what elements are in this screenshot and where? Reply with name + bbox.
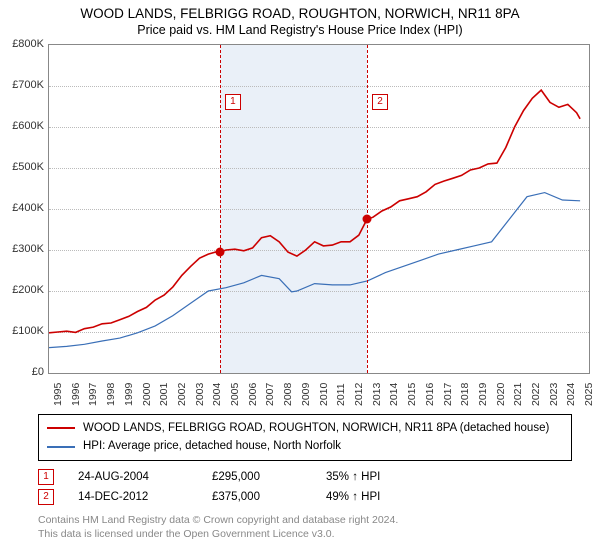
transaction-row: 1 24-AUG-2004 £295,000 35% ↑ HPI [38,469,572,485]
x-tick-label: 2000 [141,383,153,406]
transaction-price: £375,000 [212,491,302,503]
transaction-date: 14-DEC-2012 [78,491,188,503]
x-tick-label: 2010 [318,383,330,406]
x-tick-label: 2019 [477,383,489,406]
x-tick-label: 1997 [87,383,99,406]
y-tick-label: £0 [0,366,44,378]
x-tick-label: 2011 [335,383,347,406]
plot-area: 12 [48,44,590,374]
x-tick-label: 2017 [442,383,454,406]
series-line [49,193,580,348]
x-tick-label: 2012 [353,383,365,406]
legend-and-footer: WOOD LANDS, FELBRIGG ROAD, ROUGHTON, NOR… [38,414,572,541]
legend-swatch [47,427,75,429]
title-line-2: Price paid vs. HM Land Registry's House … [0,23,600,37]
line-series-svg [49,45,589,373]
legend-swatch [47,446,75,448]
x-tick-label: 2013 [371,383,383,406]
footer-line-2: This data is licensed under the Open Gov… [38,527,572,541]
legend-row: HPI: Average price, detached house, Nort… [47,437,563,455]
y-tick-label: £700K [0,79,44,91]
transaction-diff: 49% ↑ HPI [326,491,380,503]
footer-line-1: Contains HM Land Registry data © Crown c… [38,513,572,527]
marker-dot [362,215,371,224]
x-tick-label: 2005 [229,383,241,406]
x-tick-label: 2002 [176,383,188,406]
legend-label: HPI: Average price, detached house, Nort… [83,437,341,455]
marker-dot [215,248,224,257]
y-tick-label: £200K [0,284,44,296]
x-tick-label: 2018 [459,383,471,406]
y-tick-label: £500K [0,161,44,173]
marker-vline [220,45,221,373]
transaction-row: 2 14-DEC-2012 £375,000 49% ↑ HPI [38,489,572,505]
title-line-1: WOOD LANDS, FELBRIGG ROAD, ROUGHTON, NOR… [0,6,600,21]
y-tick-label: £100K [0,325,44,337]
chart-area: £0 £100K £200K £300K £400K £500K £600K £700K £80… [0,40,600,410]
transaction-badge: 2 [38,489,54,505]
transaction-date: 24-AUG-2004 [78,471,188,483]
x-tick-label: 2020 [495,383,507,406]
transaction-badge: 1 [38,469,54,485]
x-tick-label: 2001 [158,383,170,406]
x-tick-label: 2004 [211,383,223,406]
x-tick-label: 2025 [583,383,595,406]
x-tick-label: 2014 [388,383,400,406]
y-tick-label: £800K [0,38,44,50]
x-tick-label: 2008 [282,383,294,406]
marker-vline [367,45,368,373]
x-tick-label: 1998 [105,383,117,406]
y-tick-label: £400K [0,202,44,214]
y-tick-label: £300K [0,243,44,255]
y-tick-label: £600K [0,120,44,132]
x-tick-label: 2022 [530,383,542,406]
x-tick-label: 2015 [406,383,418,406]
transaction-diff: 35% ↑ HPI [326,471,380,483]
x-tick-label: 2009 [300,383,312,406]
legend-row: WOOD LANDS, FELBRIGG ROAD, ROUGHTON, NOR… [47,419,563,437]
marker-badge: 2 [372,94,388,110]
legend-box: WOOD LANDS, FELBRIGG ROAD, ROUGHTON, NOR… [38,414,572,461]
x-tick-label: 2021 [512,383,524,406]
legend-label: WOOD LANDS, FELBRIGG ROAD, ROUGHTON, NOR… [83,419,549,437]
transaction-price: £295,000 [212,471,302,483]
series-line [49,90,580,333]
x-tick-label: 1995 [52,383,64,406]
marker-badge: 1 [225,94,241,110]
x-tick-label: 2006 [247,383,259,406]
x-tick-label: 1999 [123,383,135,406]
x-tick-label: 2024 [565,383,577,406]
transactions-list: 1 24-AUG-2004 £295,000 35% ↑ HPI 2 14-DEC-201… [38,469,572,505]
chart-title-block: WOOD LANDS, FELBRIGG ROAD, ROUGHTON, NOR… [0,0,600,37]
x-tick-label: 1996 [70,383,82,406]
x-tick-label: 2007 [264,383,276,406]
x-tick-label: 2003 [194,383,206,406]
x-tick-label: 2016 [424,383,436,406]
x-tick-label: 2023 [548,383,560,406]
footer-text: Contains HM Land Registry data © Crown c… [38,513,572,541]
